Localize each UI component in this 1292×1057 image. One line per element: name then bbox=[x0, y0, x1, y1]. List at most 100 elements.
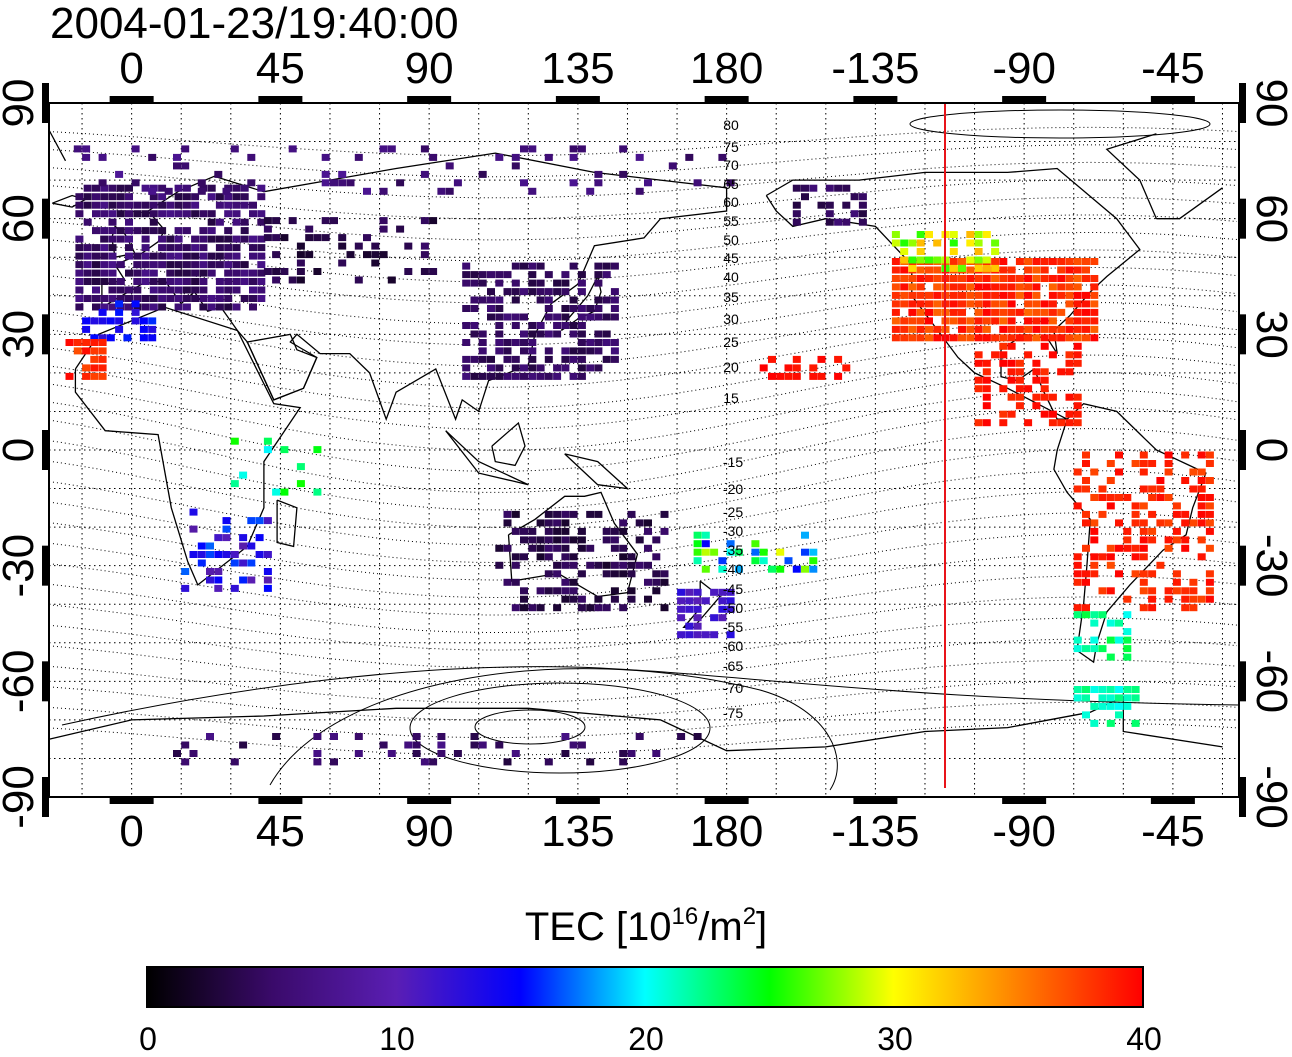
tec-cell bbox=[1172, 570, 1181, 578]
tec-cell bbox=[191, 201, 200, 209]
tec-cell bbox=[991, 351, 1000, 359]
tec-cell bbox=[83, 201, 92, 209]
tec-cell bbox=[296, 463, 305, 471]
tec-cell bbox=[1082, 317, 1090, 325]
tec-cell bbox=[495, 347, 504, 355]
tec-cell bbox=[232, 278, 241, 285]
tec-cell bbox=[257, 193, 266, 201]
tec-cell bbox=[1040, 342, 1049, 350]
tec-cell bbox=[215, 244, 224, 252]
maglat-contour bbox=[48, 701, 1238, 739]
tec-cell bbox=[842, 218, 851, 226]
tec-cell bbox=[232, 244, 241, 252]
tec-cell bbox=[900, 248, 909, 255]
tec-cell bbox=[991, 291, 1000, 299]
tec-cell bbox=[116, 286, 125, 294]
tec-cell bbox=[1139, 578, 1148, 586]
tec-cell bbox=[1032, 402, 1041, 410]
tec-cell bbox=[182, 244, 191, 252]
tec-cell bbox=[693, 597, 702, 605]
tec-cell bbox=[734, 565, 743, 573]
tec-cell bbox=[1007, 410, 1016, 418]
contour-label: 55 bbox=[723, 213, 739, 229]
tec-cell bbox=[1148, 527, 1157, 535]
tec-cell bbox=[511, 153, 520, 161]
tec-cell bbox=[1090, 527, 1099, 535]
tec-cell bbox=[429, 268, 438, 275]
tec-cell bbox=[462, 372, 471, 380]
tec-cell bbox=[73, 145, 82, 153]
tec-cell bbox=[511, 553, 520, 561]
tec-cell bbox=[470, 330, 479, 338]
tec-cell bbox=[462, 262, 471, 270]
frame-tick-left bbox=[42, 661, 49, 702]
tec-cell bbox=[544, 372, 553, 380]
tec-cell bbox=[108, 227, 117, 235]
tec-cell bbox=[296, 251, 305, 259]
tec-cell bbox=[232, 210, 241, 218]
tec-cell bbox=[949, 283, 958, 291]
tec-cell bbox=[577, 145, 586, 153]
tec-cell bbox=[834, 218, 843, 226]
tec-cell bbox=[1082, 604, 1090, 612]
tec-cell bbox=[313, 488, 322, 496]
tec-cell bbox=[553, 279, 562, 287]
tec-cell bbox=[296, 268, 305, 275]
tec-cell bbox=[825, 201, 834, 209]
tec-cell bbox=[363, 187, 371, 195]
tec-cell bbox=[240, 227, 249, 235]
tec-cell bbox=[437, 741, 446, 749]
tec-cell bbox=[602, 330, 611, 338]
tec-cell bbox=[100, 252, 109, 260]
lat-label-right: 30 bbox=[1247, 310, 1292, 359]
tec-cell bbox=[199, 278, 208, 285]
tec-cell bbox=[139, 325, 148, 333]
tec-cell bbox=[495, 372, 504, 380]
tec-cell bbox=[1007, 317, 1016, 325]
tec-cell bbox=[224, 303, 233, 311]
tec-cell bbox=[569, 553, 578, 561]
tec-cell bbox=[520, 372, 528, 380]
tec-cell bbox=[834, 372, 843, 380]
contour-label: -35 bbox=[723, 542, 743, 558]
tec-cell bbox=[991, 264, 1000, 272]
tec-cell bbox=[133, 286, 142, 294]
tec-cell bbox=[1181, 595, 1190, 603]
tec-cell bbox=[594, 510, 603, 518]
tec-cell bbox=[925, 334, 933, 342]
tec-cell bbox=[1048, 317, 1057, 325]
tec-cell bbox=[974, 385, 983, 393]
tec-cell bbox=[1015, 376, 1024, 384]
tec-cell bbox=[371, 251, 380, 259]
tec-cell bbox=[1098, 485, 1107, 493]
tec-cell bbox=[387, 145, 396, 153]
tec-cell bbox=[1082, 460, 1090, 467]
tec-cell bbox=[586, 758, 595, 766]
tec-cell bbox=[602, 355, 611, 363]
tec-cell bbox=[602, 339, 611, 346]
tec-cell bbox=[660, 510, 669, 518]
tec-cell bbox=[619, 750, 628, 757]
tec-cell bbox=[420, 758, 429, 766]
tec-cell bbox=[1139, 460, 1148, 467]
tec-cell bbox=[272, 488, 281, 496]
tec-cell bbox=[693, 631, 702, 639]
tec-cell bbox=[999, 419, 1008, 427]
tec-cell bbox=[982, 419, 991, 427]
tec-cell bbox=[1073, 578, 1082, 586]
tec-cell bbox=[1032, 317, 1041, 325]
tec-cell bbox=[1090, 645, 1099, 653]
tec-cell bbox=[1156, 494, 1165, 501]
maglat-contour bbox=[48, 554, 1238, 616]
tec-cell bbox=[247, 517, 256, 525]
tec-cell bbox=[577, 595, 586, 603]
tec-cell bbox=[133, 227, 142, 235]
tec-cell bbox=[75, 261, 84, 269]
tec-cell bbox=[116, 261, 125, 269]
tec-cell bbox=[520, 330, 528, 338]
tec-cell bbox=[495, 339, 504, 346]
tec-cell bbox=[125, 235, 133, 243]
tec-cell bbox=[83, 252, 92, 260]
tec-cell bbox=[891, 317, 900, 325]
tec-cell bbox=[610, 296, 619, 304]
